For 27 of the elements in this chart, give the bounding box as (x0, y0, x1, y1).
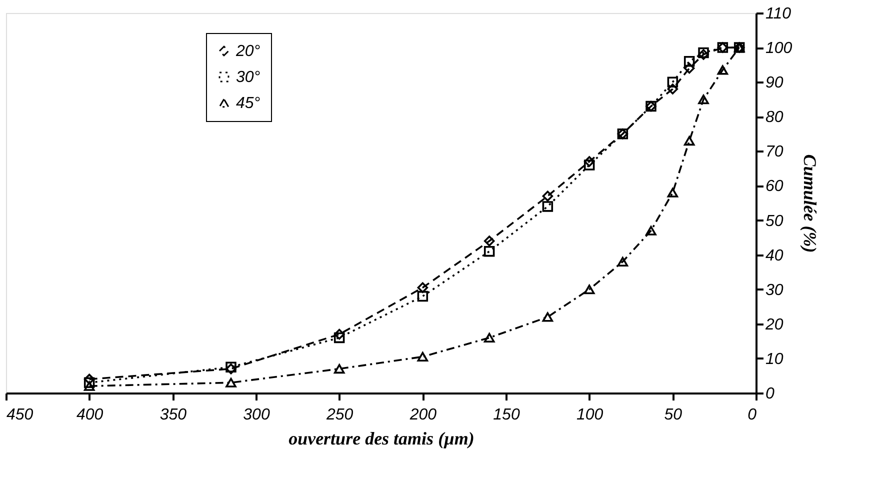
y-tick-label: 20 (764, 316, 784, 334)
legend-label: 20° (235, 43, 261, 60)
x-tick-label: 200 (408, 406, 437, 424)
x-axis-title: ouverture des tamis (µm) (288, 428, 474, 448)
x-tick-label: 50 (664, 406, 682, 424)
y-tick-label: 0 (766, 386, 774, 402)
y-tick-label: 40 (766, 247, 784, 264)
y-tick-label: 10 (766, 350, 784, 368)
x-tick-label: 150 (493, 406, 520, 424)
y-tick-label: 80 (766, 109, 784, 126)
y-tick-label: 110 (766, 6, 792, 22)
x-tick-label: 300 (243, 406, 270, 424)
x-tick-label: 450 (6, 406, 34, 424)
x-tick-label: 350 (160, 406, 187, 424)
y-tick-label: 100 (766, 40, 792, 58)
y-tick-label: 50 (766, 212, 784, 230)
y-axis-title: Cumulée (%) (800, 154, 820, 253)
legend-label: 30° (236, 69, 261, 86)
y-tick-label: 70 (766, 144, 784, 161)
x-tick-label: 0 (748, 406, 757, 424)
x-tick-label: 250 (325, 406, 354, 424)
y-tick-label: 30 (766, 282, 784, 299)
x-tick-label: 400 (76, 406, 104, 424)
x-tick-label: 100 (576, 406, 604, 424)
legend-label: 45° (236, 95, 261, 112)
y-tick-label: 60 (766, 178, 784, 196)
y-tick-label: 90 (766, 74, 784, 92)
